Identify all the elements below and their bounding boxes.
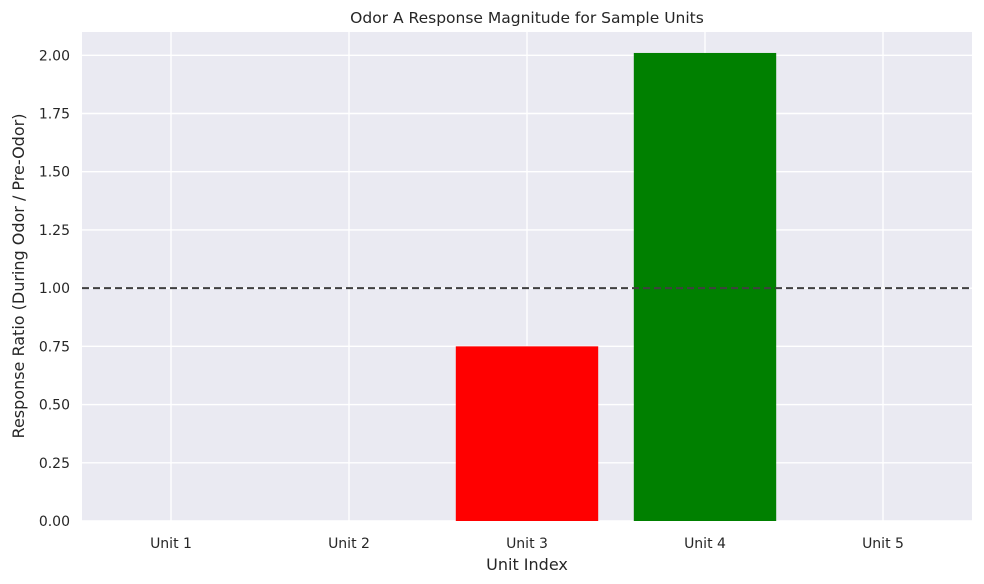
y-tick-label: 1.75 bbox=[39, 107, 70, 123]
x-tick-label: Unit 5 bbox=[862, 536, 904, 552]
x-tick-label: Unit 1 bbox=[150, 536, 192, 552]
x-tick-label: Unit 3 bbox=[506, 536, 548, 552]
y-axis-label: Response Ratio (During Odor / Pre-Odor) bbox=[9, 114, 28, 439]
y-tick-label: 1.25 bbox=[39, 223, 70, 239]
bars bbox=[455, 52, 777, 521]
x-tick-label: Unit 2 bbox=[328, 536, 370, 552]
y-tick-label: 0.75 bbox=[39, 339, 70, 355]
y-tick-label: 0.00 bbox=[39, 514, 70, 530]
chart-title: Odor A Response Magnitude for Sample Uni… bbox=[350, 9, 704, 27]
bar-unit-3 bbox=[455, 346, 599, 521]
x-tick-label: Unit 4 bbox=[684, 536, 726, 552]
bar-unit-4 bbox=[633, 52, 777, 521]
y-tick-label: 1.50 bbox=[39, 165, 70, 181]
y-tick-label: 0.50 bbox=[39, 398, 70, 414]
y-tick-label: 0.25 bbox=[39, 456, 70, 472]
x-axis-label: Unit Index bbox=[486, 555, 568, 574]
y-tick-label: 2.00 bbox=[39, 48, 70, 64]
x-tick-labels: Unit 1 Unit 2 Unit 3 Unit 4 Unit 5 bbox=[150, 536, 904, 552]
y-tick-label: 1.00 bbox=[39, 281, 70, 297]
y-tick-labels: 0.00 0.25 0.50 0.75 1.00 1.25 1.50 1.75 2.00 bbox=[39, 48, 70, 530]
